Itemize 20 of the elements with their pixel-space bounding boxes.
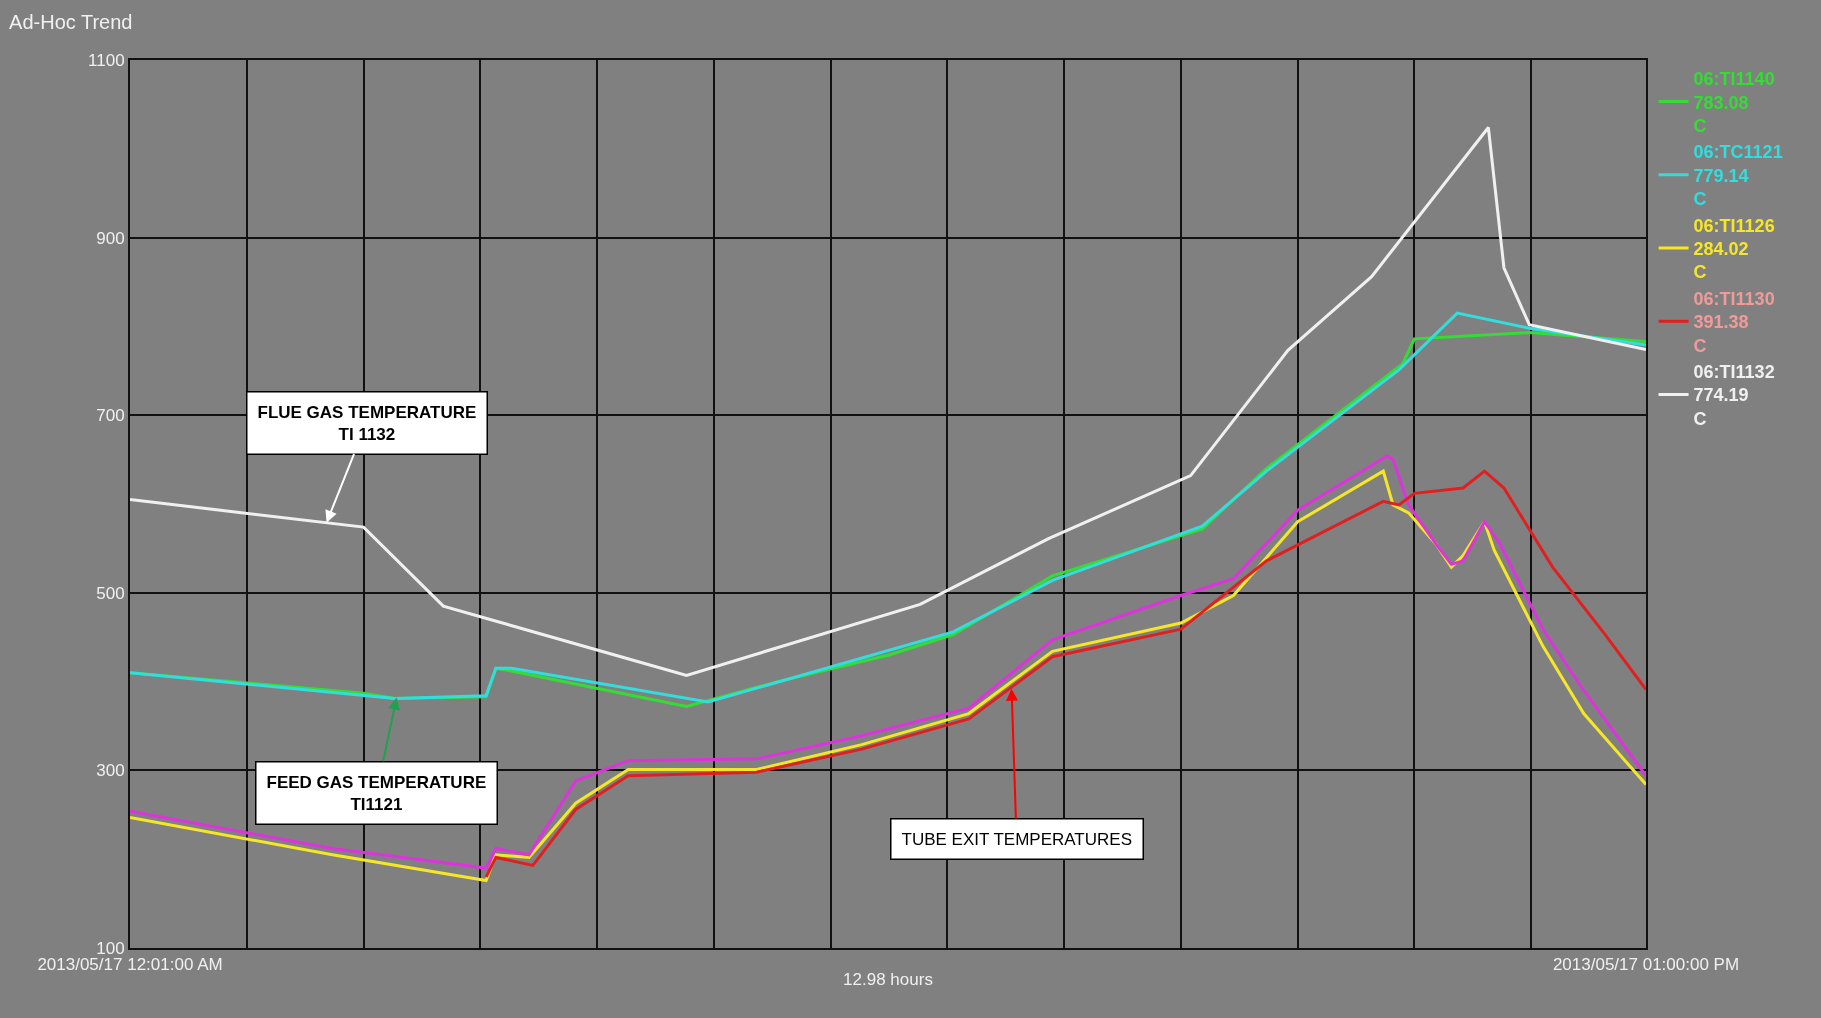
y-tick-label: 900 — [96, 228, 125, 248]
annotation: FEED GAS TEMPERATURE TI1121 — [266, 772, 487, 814]
y-tick-label: 100 — [96, 938, 125, 958]
y-tick-label: 300 — [96, 761, 125, 781]
annotation: TUBE EXIT TEMPERATURES — [901, 829, 1132, 849]
legend-label: 06:TI1132 774.19 C — [1693, 362, 1775, 429]
chart-title: Ad-Hoc Trend — [9, 11, 133, 34]
legend-label: 06:TC1121 779.14 C — [1693, 142, 1783, 210]
annotation: FLUE GAS TEMPERATURE TI 1132 — [257, 402, 477, 444]
legend-label: 06:TI1130 391.38 C — [1693, 288, 1775, 356]
x-axis-title: 12.98 hours — [843, 970, 933, 990]
x-tick-label: 2013/05/17 12:01:00 AM — [37, 955, 223, 975]
y-tick-label: 500 — [96, 583, 125, 603]
y-tick-label: 700 — [96, 406, 125, 426]
x-tick-label: 2013/05/17 01:00:00 PM — [1552, 955, 1740, 975]
legend-label: 06:TI1140 783.08 C — [1693, 69, 1775, 137]
y-tick-label: 1100 — [88, 50, 125, 70]
legend-label: 06:TI1126 284.02 C — [1693, 215, 1775, 283]
line-series — [130, 125, 1646, 677]
line-series — [484, 469, 1646, 879]
